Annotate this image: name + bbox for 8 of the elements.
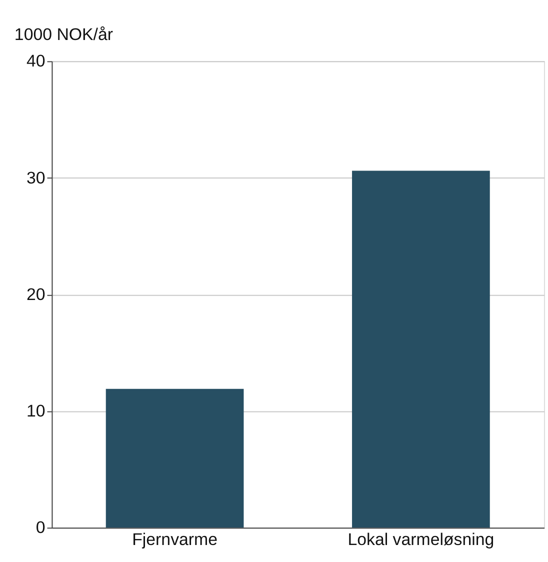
y-axis-title: 1000 NOK/år: [14, 24, 114, 44]
y-tick-label: 40: [26, 52, 46, 71]
x-tick-label: Lokal varmeløsning: [348, 530, 494, 550]
x-tick-label: Fjernvarme: [132, 530, 218, 550]
y-tick-label: 30: [26, 168, 46, 188]
y-tick-label: 0: [36, 518, 46, 538]
y-tick-label: 20: [26, 284, 46, 304]
y-tick-label: 10: [26, 401, 46, 420]
